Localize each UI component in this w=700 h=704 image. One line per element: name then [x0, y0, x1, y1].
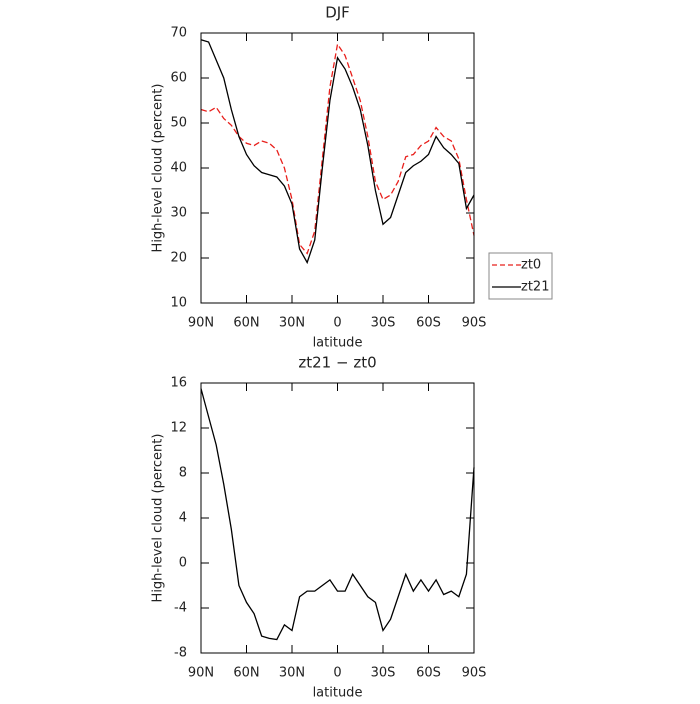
y-tick-label: 10	[170, 296, 187, 311]
x-tick-label: 60S	[416, 666, 441, 681]
data-line	[200, 42, 475, 255]
x-tick-label: 30N	[279, 316, 305, 331]
y-tick-label: 4	[179, 511, 187, 526]
x-tick-label: 90N	[188, 666, 214, 681]
plot-frame	[200, 32, 475, 304]
data-line	[200, 388, 475, 641]
legend-box	[488, 252, 553, 300]
chart-title: DJF	[325, 4, 350, 22]
x-tick-label: 90N	[188, 316, 214, 331]
x-tick-label: 30N	[279, 666, 305, 681]
y-tick-label: 12	[170, 421, 187, 436]
y-tick-label: 40	[170, 161, 187, 176]
data-line	[200, 39, 475, 265]
x-tick-label: 60N	[233, 316, 259, 331]
x-tick-label: 90S	[462, 666, 487, 681]
y-axis-label: High-level cloud (percent)	[151, 434, 166, 603]
y-tick-label: 70	[170, 26, 187, 41]
y-tick-label: 16	[170, 376, 187, 391]
x-tick-label: 0	[333, 666, 341, 681]
y-tick-label: 20	[170, 251, 187, 266]
legend-label: zt21	[521, 280, 549, 295]
y-tick-label: -4	[174, 601, 187, 616]
y-tick-label: 60	[170, 71, 187, 86]
x-tick-label: 60S	[416, 316, 441, 331]
x-axis-label: latitude	[313, 336, 363, 351]
x-tick-label: 30S	[371, 316, 396, 331]
y-tick-label: 30	[170, 206, 187, 221]
y-axis-label: High-level cloud (percent)	[151, 84, 166, 253]
plot-frame	[200, 382, 475, 654]
y-tick-label: -8	[174, 646, 187, 661]
y-tick-label: 50	[170, 116, 187, 131]
y-tick-label: 8	[179, 466, 187, 481]
y-tick-label: 0	[179, 556, 187, 571]
x-tick-label: 60N	[233, 666, 259, 681]
legend-label: zt0	[521, 258, 541, 273]
x-axis-label: latitude	[313, 686, 363, 701]
x-tick-label: 30S	[371, 666, 396, 681]
x-tick-label: 90S	[462, 316, 487, 331]
x-tick-label: 0	[333, 316, 341, 331]
chart-title: zt21 − zt0	[298, 354, 376, 372]
